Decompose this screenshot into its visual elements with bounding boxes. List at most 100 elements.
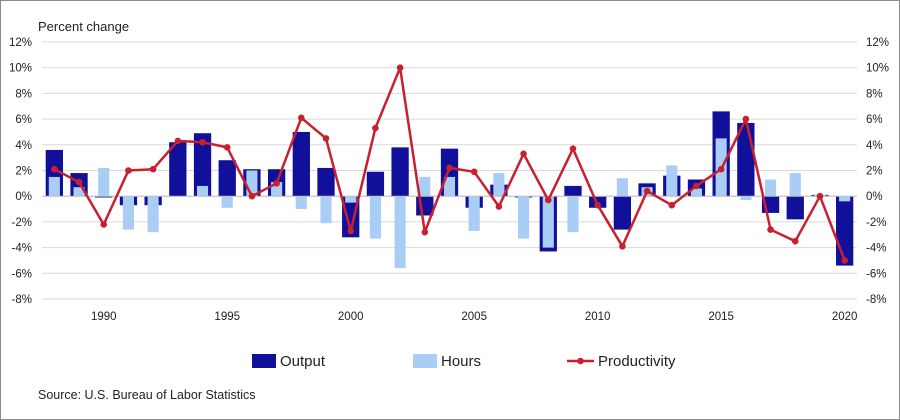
productivity-point [100,221,108,228]
hours-bar [345,196,357,203]
productivity-point [273,180,280,187]
x-tick-label: 2015 [708,311,734,323]
legend-productivity-label: Productivity [598,353,676,370]
productivity-point [396,64,404,71]
productivity-point [248,192,256,200]
hours-bar [419,176,431,197]
output-bar [564,185,582,197]
hours-bar [369,196,381,239]
source-note: Source: U.S. Bureau of Labor Statistics [38,388,256,402]
y-tick-label-right: 10% [866,63,889,75]
x-tick-label: 1995 [214,311,240,323]
productivity-point [841,257,848,264]
x-tick-label: 2020 [832,311,858,323]
productivity-point [298,114,305,122]
hours-bar [246,170,258,197]
hours-bar [98,167,110,197]
output-bar [317,167,335,197]
productivity-point [75,178,83,186]
y-tick-label-right: 4% [866,140,883,152]
hours-bar [443,176,456,197]
y-tick-label-right: -2% [866,217,886,229]
output-bar [193,133,212,197]
y-axis-title: Percent change [38,19,130,34]
productivity-point [223,144,231,151]
hours-bar [73,187,85,197]
productivity-point [446,164,453,172]
hours-bar [147,196,159,233]
hours-bar [493,173,505,197]
y-tick-label-right: 8% [866,88,883,100]
y-tick-label-left: 10% [9,63,32,75]
x-tick-label: 2010 [585,311,611,323]
y-tick-label-right: -6% [866,268,886,280]
productivity-point [742,115,750,123]
y-tick-label-left: -6% [12,268,32,280]
hours-bar [518,196,530,239]
hours-bar [48,176,60,197]
output-bar [391,147,409,197]
hours-bar [765,179,777,197]
hours-bar [690,188,703,197]
productivity-point [767,226,774,233]
productivity-point [421,228,429,236]
hours-bar [666,165,678,197]
output-bar [366,171,385,197]
output-bar [613,196,632,230]
y-tick-label-left: -4% [12,243,32,255]
y-tick-label-left: 4% [15,140,32,152]
productivity-point [125,167,132,174]
hours-bar [839,196,851,202]
y-tick-label-left: 8% [15,88,32,100]
productivity-point [149,165,157,173]
hours-bar [740,196,752,201]
productivity-point [569,145,577,152]
hours-bar [271,182,283,197]
productivity-point [619,243,626,250]
hours-bar [789,173,801,197]
y-tick-label-left: 0% [15,191,32,203]
productivity-point [174,137,182,145]
productivity-point [643,187,651,195]
y-tick-label-right: 2% [866,166,883,178]
hours-bar [320,196,332,224]
legend-output-swatch [252,354,276,368]
y-tick-label-right: -8% [866,294,886,306]
legend-hours-swatch [413,354,437,368]
x-tick-label: 2000 [338,311,364,323]
y-tick-label-right: 12% [866,37,889,49]
hours-bar [616,178,628,197]
y-tick-label-right: -4% [866,243,886,255]
y-tick-label-left: -2% [12,217,32,229]
productivity-point [717,165,725,173]
y-tick-label-left: 2% [15,166,32,178]
x-tick-label: 1990 [91,311,117,323]
productivity-point [51,165,58,173]
output-bar [292,131,310,197]
output-bar [218,160,236,197]
output-bar [95,196,113,198]
legend-output-label: Output [280,353,326,370]
x-tick-label: 2005 [461,311,487,323]
productivity-point [199,138,206,146]
productivity-point [594,201,601,209]
output-bar [836,196,854,266]
productivity-point [520,150,527,158]
output-bar [169,142,187,197]
hours-bar [468,196,480,231]
hours-bar [122,196,134,230]
productivity-point [495,203,503,210]
output-bar [342,196,360,238]
productivity-point [668,201,676,209]
hours-bar [295,196,307,210]
productivity-point [322,135,330,142]
hours-bar [542,196,554,248]
productivity-point [693,182,700,190]
hours-bar [221,196,233,208]
productivity-point [372,124,379,132]
output-bar [786,196,804,220]
hours-bar [394,196,406,269]
productivity-point [544,196,552,204]
hours-bar [196,185,209,197]
